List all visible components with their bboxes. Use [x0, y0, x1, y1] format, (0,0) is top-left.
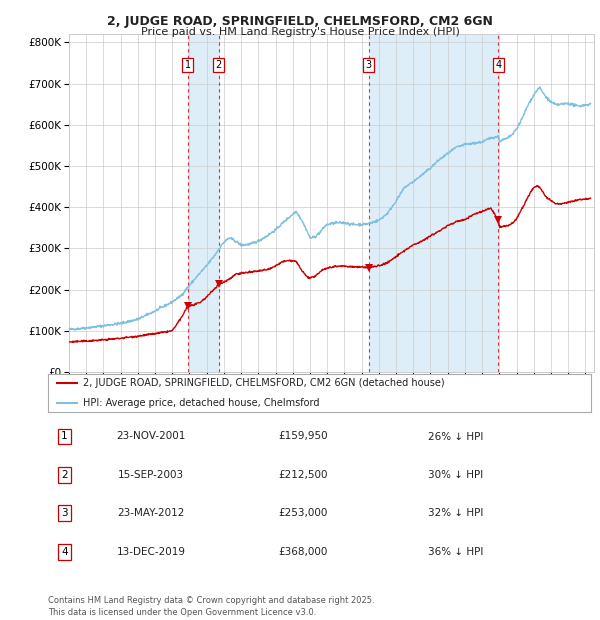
Text: 32% ↓ HPI: 32% ↓ HPI [428, 508, 484, 518]
Text: Price paid vs. HM Land Registry's House Price Index (HPI): Price paid vs. HM Land Registry's House … [140, 27, 460, 37]
Text: 36% ↓ HPI: 36% ↓ HPI [428, 547, 484, 557]
Text: 30% ↓ HPI: 30% ↓ HPI [428, 470, 484, 480]
Text: 2, JUDGE ROAD, SPRINGFIELD, CHELMSFORD, CM2 6GN: 2, JUDGE ROAD, SPRINGFIELD, CHELMSFORD, … [107, 16, 493, 29]
Text: 13-DEC-2019: 13-DEC-2019 [116, 547, 185, 557]
Bar [368, 34, 499, 372]
Text: 3: 3 [365, 60, 371, 70]
Text: 1: 1 [185, 60, 191, 70]
Text: 1: 1 [61, 432, 68, 441]
Text: 15-SEP-2003: 15-SEP-2003 [118, 470, 184, 480]
Text: £253,000: £253,000 [278, 508, 328, 518]
Text: 23-NOV-2001: 23-NOV-2001 [116, 432, 186, 441]
Text: 4: 4 [496, 60, 502, 70]
Text: 23-MAY-2012: 23-MAY-2012 [118, 508, 185, 518]
Text: 4: 4 [61, 547, 68, 557]
Text: £212,500: £212,500 [278, 470, 328, 480]
Bar [188, 34, 219, 372]
Text: 3: 3 [61, 508, 68, 518]
Text: Contains HM Land Registry data © Crown copyright and database right 2025.
This d: Contains HM Land Registry data © Crown c… [48, 596, 374, 617]
Text: HPI: Average price, detached house, Chelmsford: HPI: Average price, detached house, Chel… [83, 397, 320, 408]
Text: 2: 2 [61, 470, 68, 480]
Text: 2, JUDGE ROAD, SPRINGFIELD, CHELMSFORD, CM2 6GN (detached house): 2, JUDGE ROAD, SPRINGFIELD, CHELMSFORD, … [83, 378, 445, 389]
Text: 2: 2 [215, 60, 222, 70]
Text: 26% ↓ HPI: 26% ↓ HPI [428, 432, 484, 441]
Text: £159,950: £159,950 [278, 432, 328, 441]
Text: £368,000: £368,000 [278, 547, 328, 557]
